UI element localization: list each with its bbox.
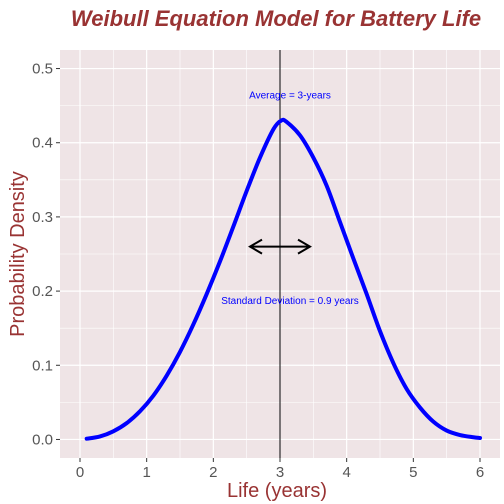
x-tick-label: 4	[342, 464, 350, 481]
x-axis-title: Life (years)	[227, 480, 327, 502]
average-annotation: Average = 3-years	[249, 91, 331, 102]
x-tick-label: 5	[409, 464, 417, 481]
x-tick-label: 2	[209, 464, 217, 481]
y-tick-label: 0.0	[32, 431, 53, 448]
std-dev-double-arrow	[248, 238, 312, 255]
arrow-head-right	[297, 238, 312, 255]
density-curve	[84, 117, 482, 441]
x-tick-label: 1	[142, 464, 150, 481]
y-tick-label: 0.3	[32, 209, 53, 226]
y-tick-label: 0.1	[32, 357, 53, 374]
y-axis-title: Probability Density	[7, 171, 29, 337]
x-tick-label: 3	[276, 464, 284, 481]
chart-title: Weibull Equation Model for Battery Life	[71, 6, 481, 31]
x-axis-ticks: 0 1 2 3 4 5 6	[76, 458, 484, 481]
x-tick-label: 6	[476, 464, 484, 481]
arrow-head-left	[248, 238, 263, 255]
x-tick-label: 0	[76, 464, 84, 481]
y-tick-label: 0.5	[32, 61, 53, 78]
y-axis-ticks: 0.0 0.1 0.2 0.3 0.4 0.5	[32, 61, 60, 448]
y-tick-label: 0.4	[32, 135, 53, 152]
y-tick-label: 0.2	[32, 283, 53, 300]
std-dev-annotation: Standard Deviation = 0.9 years	[221, 296, 359, 307]
